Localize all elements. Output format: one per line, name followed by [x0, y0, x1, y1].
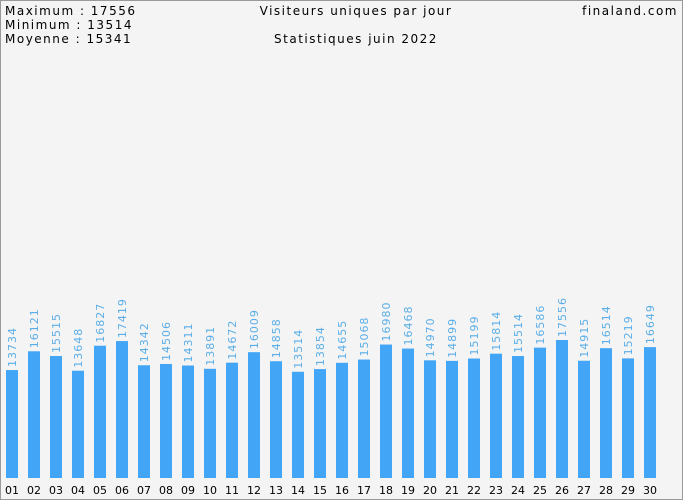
- bar: [226, 362, 238, 478]
- value-label: 16514: [600, 305, 613, 345]
- x-tick-label: 23: [489, 484, 503, 497]
- value-label: 14915: [578, 318, 591, 358]
- x-tick-label: 21: [445, 484, 459, 497]
- x-tick-label: 30: [643, 484, 657, 497]
- value-label: 15515: [50, 313, 63, 353]
- bar: [490, 353, 502, 478]
- bar: [138, 365, 150, 478]
- value-label: 15814: [490, 311, 503, 351]
- value-label: 15199: [468, 316, 481, 356]
- x-tick-label: 25: [533, 484, 547, 497]
- x-tick-label: 11: [225, 484, 239, 497]
- value-label: 13514: [292, 329, 305, 369]
- value-label: 14506: [160, 321, 173, 361]
- bar: [160, 363, 172, 478]
- x-tick-label: 19: [401, 484, 415, 497]
- x-tick-label: 10: [203, 484, 217, 497]
- x-tick-label: 27: [577, 484, 591, 497]
- bar: [6, 370, 18, 478]
- x-tick-label: 06: [115, 484, 129, 497]
- x-tick-label: 29: [621, 484, 635, 497]
- value-label: 15068: [358, 317, 371, 357]
- value-label: 14672: [226, 320, 239, 360]
- bar: [248, 352, 260, 478]
- chart-title: Visiteurs uniques par jour: [260, 4, 453, 18]
- bar: [468, 358, 480, 478]
- value-label: 17556: [556, 297, 569, 337]
- value-label: 16468: [402, 306, 415, 346]
- bar: [622, 358, 634, 478]
- bar: [292, 371, 304, 478]
- value-label: 14858: [270, 318, 283, 358]
- x-tick-label: 18: [379, 484, 393, 497]
- x-tick-label: 26: [555, 484, 569, 497]
- bar: [358, 359, 370, 478]
- x-tick-label: 28: [599, 484, 613, 497]
- value-label: 14655: [336, 320, 349, 360]
- value-label: 16586: [534, 305, 547, 345]
- bar: [28, 351, 40, 478]
- x-tick-label: 20: [423, 484, 437, 497]
- value-label: 17419: [116, 298, 129, 338]
- bar: [578, 360, 590, 478]
- stat-min: Minimum : 13514: [5, 18, 133, 32]
- bar: [72, 370, 84, 478]
- value-label: 13734: [6, 327, 19, 367]
- x-tick-label: 14: [291, 484, 305, 497]
- x-tick-label: 04: [71, 484, 85, 497]
- bar: [446, 360, 458, 478]
- value-label: 13891: [204, 326, 217, 366]
- bar: [644, 347, 656, 478]
- bar: [534, 347, 546, 478]
- x-tick-label: 07: [137, 484, 151, 497]
- bar: [270, 361, 282, 478]
- bar: [50, 356, 62, 478]
- chart-subtitle: Statistiques juin 2022: [274, 32, 438, 46]
- site-name: finaland.com: [582, 4, 678, 18]
- x-tick-label: 08: [159, 484, 173, 497]
- x-tick-label: 16: [335, 484, 349, 497]
- bar: [402, 348, 414, 478]
- x-tick-label: 22: [467, 484, 481, 497]
- value-label: 16121: [28, 308, 41, 348]
- bar: [94, 345, 106, 478]
- value-label: 14899: [446, 318, 459, 358]
- value-label: 14311: [182, 323, 195, 363]
- x-tick-label: 13: [269, 484, 283, 497]
- x-tick-label: 17: [357, 484, 371, 497]
- value-label: 16009: [248, 309, 261, 349]
- bar: [336, 362, 348, 478]
- value-label: 13648: [72, 328, 85, 368]
- value-label: 16827: [94, 303, 107, 343]
- bar: [380, 344, 392, 478]
- value-label: 13854: [314, 326, 327, 366]
- bar: [182, 365, 194, 478]
- stat-max: Maximum : 17556: [5, 4, 136, 18]
- bar: [600, 348, 612, 478]
- value-label: 14342: [138, 322, 151, 362]
- bar: [512, 356, 524, 478]
- x-tick-label: 01: [5, 484, 19, 497]
- x-tick-label: 12: [247, 484, 261, 497]
- x-tick-label: 05: [93, 484, 107, 497]
- value-label: 15219: [622, 315, 635, 355]
- value-label: 16980: [380, 302, 393, 342]
- bar: [116, 341, 128, 478]
- bar: [314, 369, 326, 478]
- value-label: 14970: [424, 317, 437, 357]
- value-label: 16649: [644, 304, 657, 344]
- bar: [556, 340, 568, 478]
- x-tick-label: 15: [313, 484, 327, 497]
- stat-avg: Moyenne : 15341: [5, 32, 132, 46]
- x-tick-label: 09: [181, 484, 195, 497]
- value-label: 15514: [512, 313, 525, 353]
- x-tick-label: 03: [49, 484, 63, 497]
- bar: [204, 368, 216, 478]
- x-tick-label: 24: [511, 484, 525, 497]
- bar: [424, 360, 436, 478]
- x-tick-label: 02: [27, 484, 41, 497]
